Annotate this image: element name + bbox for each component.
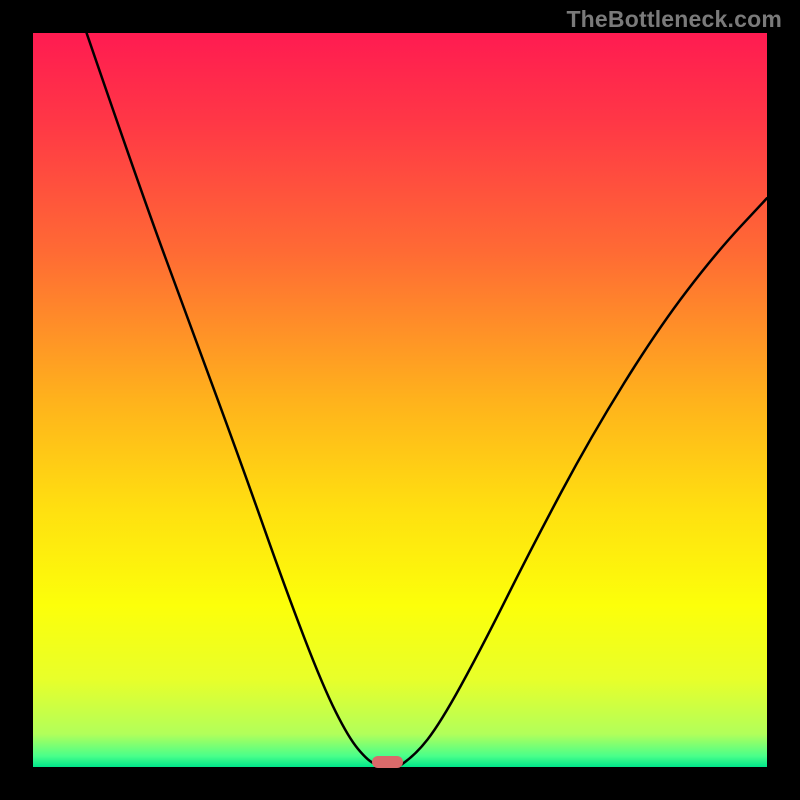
chart-frame: TheBottleneck.com <box>0 0 800 800</box>
minimum-marker <box>372 756 403 768</box>
v-curve <box>33 33 767 767</box>
plot-area <box>33 33 767 767</box>
watermark-text: TheBottleneck.com <box>566 6 782 33</box>
